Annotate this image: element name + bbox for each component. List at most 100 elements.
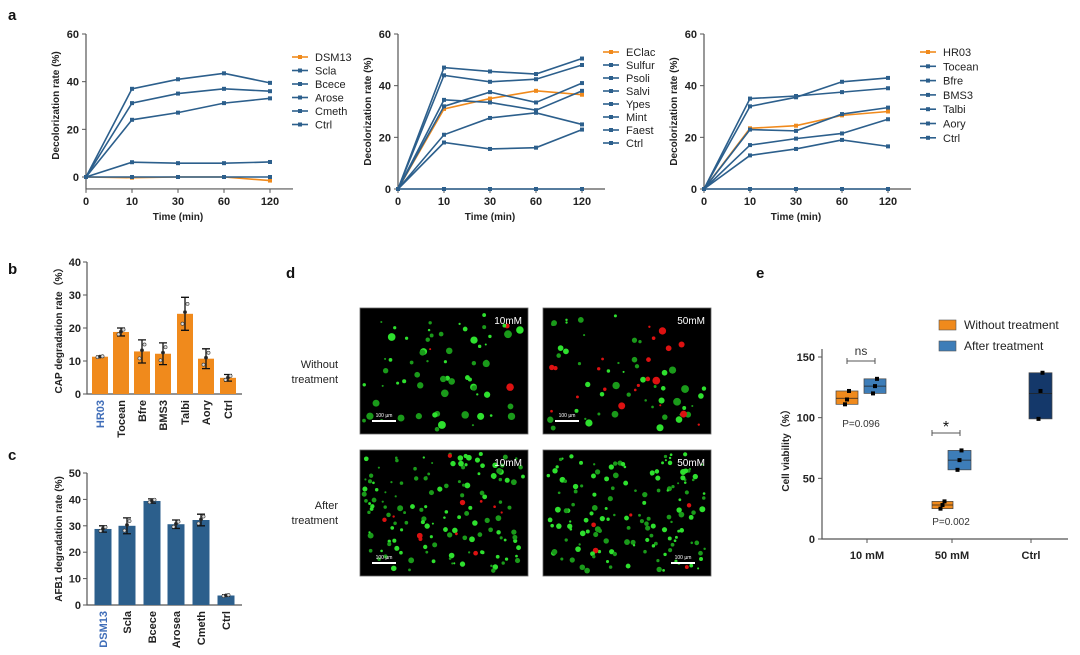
cell [649,533,654,538]
replicate-point [206,350,211,355]
legend-label: Cmeth [315,106,347,118]
cell [515,554,518,558]
data-point [442,140,446,145]
x-tick-label: Ctrl [221,611,233,630]
cell [645,376,651,382]
cell [502,454,508,460]
cell [661,527,668,533]
cell [500,511,503,514]
cell [426,359,429,363]
data-point [580,92,584,97]
cell [402,379,407,384]
cell [473,550,478,556]
replicate-point [121,327,126,332]
data-point [580,63,584,67]
cell [668,456,672,460]
data-point [840,112,844,117]
data-point [84,175,88,179]
cell [630,539,636,545]
y-tick-label: 20 [67,124,79,136]
cell [482,359,490,368]
legend-marker [609,89,613,93]
y-tick-label: 30 [69,521,81,533]
cell [390,526,395,530]
bar-chart-b: 0 10 20 30 40 CAP degradation rate（%） HR03 Toce… [52,257,242,438]
data-point [488,187,492,191]
legend-swatch [938,319,957,331]
axes [85,34,293,190]
cell [399,550,403,555]
x-tick-label: 50 mM [935,550,969,562]
legend-label: Bfre [943,76,963,88]
cell [482,313,487,317]
replicate-point [152,497,157,502]
cell [448,557,452,560]
data-point [268,96,272,101]
cell [606,517,610,521]
cell [569,557,575,563]
legend-marker [926,107,930,112]
cell [607,496,613,502]
x-tick-label: Tocean [116,400,128,438]
cell [506,383,514,391]
y-axis-label: AFB1 degradation rate (%) [54,476,65,602]
data-point [580,127,584,132]
cell [656,424,664,432]
x-tick-label: 120 [879,196,897,208]
cell [498,477,503,482]
cell [516,326,524,334]
cell [392,538,397,543]
x-tick-label: 60 [530,196,542,208]
micrograph-panel: 10mM 100 µm 50mM 100 µm 10mM 100 µm 50mM 100 µm… [292,307,712,577]
cell [624,539,630,546]
cell [702,492,706,495]
x-tick-label: 30 [484,196,496,208]
series-ctrl [396,187,584,191]
cell [471,361,477,366]
cell [569,527,573,531]
cell [549,364,555,371]
cell [448,552,455,559]
cell [698,550,703,556]
line-chart-a2: 0 20 40 60 0 10 30 60 120 Time (min) Decolorizatio… [363,29,656,223]
data-point [748,153,752,158]
legend-label: Faest [626,125,654,137]
cell [451,562,454,565]
cell [631,337,638,343]
cell [680,410,687,418]
cell [428,321,432,325]
cell [518,465,523,470]
legend-label: HR03 [943,47,971,59]
cell [521,474,525,479]
cell [678,511,685,518]
y-tick-label: 0 [691,184,697,196]
cell [419,349,426,356]
cell [611,410,619,418]
cell [404,336,409,340]
cell [489,414,493,417]
data-point [534,187,538,191]
cell [458,322,461,325]
cell [397,414,405,422]
y-axis-label: Decolorization rate (%) [669,57,680,165]
replicate-point [158,358,163,363]
cell [464,510,470,516]
cell [512,534,518,540]
series-ctrl [84,175,272,179]
data-point [794,146,798,151]
legend-marker [609,50,613,54]
data-point [580,81,584,86]
cell [457,515,462,520]
replicate-point [204,355,208,360]
cell [674,535,678,539]
legend-marker [609,63,613,67]
replicate-point [98,528,103,533]
cell [409,360,414,365]
cell [579,564,586,571]
box-2 [931,499,954,511]
bar [143,500,161,605]
scale-bar-label: 100 µm [559,413,576,419]
data-point [396,187,400,191]
cell [651,544,656,548]
cell [665,345,672,352]
